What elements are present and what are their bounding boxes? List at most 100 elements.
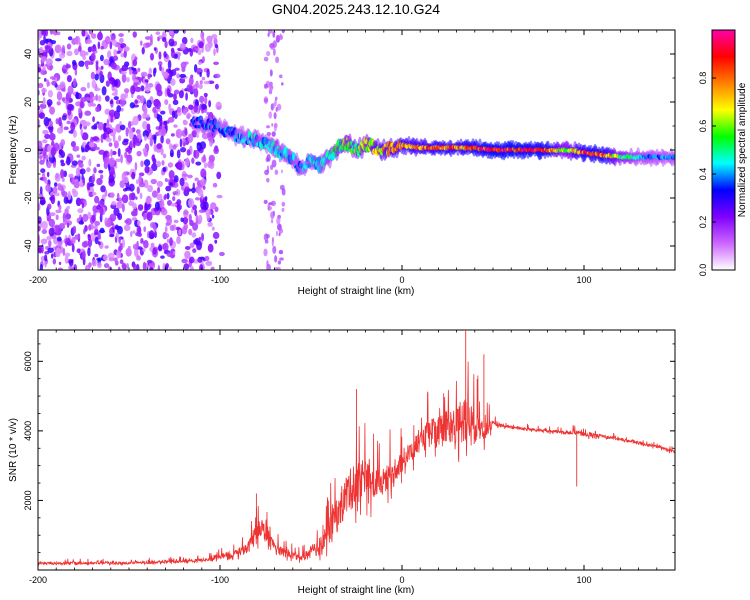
spectrogram-noise-blob [113,96,119,101]
spectrogram-noise-blob [190,74,194,79]
spectrogram-noise-blob [84,264,91,270]
snr-y-ticks: 2000 4000 6000 [23,343,675,571]
spectrogram-noise-blob [78,220,85,225]
spectrogram-noise-blob [131,210,138,217]
spectrogram-noise-blob [273,267,279,270]
spectrogram-noise-blob [45,38,52,43]
spectrogram-noise-blob [157,61,163,66]
spectrogram-noise-blob [267,133,270,138]
spectrogram-noise-blob [211,226,215,231]
spectrogram-noise-blob [156,193,163,201]
spectrogram-noise-blob [192,248,197,253]
spectrogram-noise-blob [157,264,161,270]
spectrogram-noise-blob [219,251,225,257]
spectrogram-noise-blob [68,173,74,178]
spectrogram-noise-blob [121,194,129,204]
spectrogram-noise-blob [166,192,170,200]
spectrogram-noise-blob [193,104,199,113]
spectrogram-noise-blob [169,149,174,158]
spectrogram-noise-blob [46,217,51,222]
spectrogram-noise-blob [48,218,56,228]
spectrogram-noise-blob [117,266,121,270]
spectrogram-noise-blob [134,87,142,93]
spectrogram-noise-blob [105,95,110,102]
spectrogram-noise-blob [151,163,158,172]
snr-panel: -200 -100 0 100 2000 4000 6000 Height of stra… [8,329,676,596]
spectrogram-noise-blob [97,41,101,50]
spectrogram-noise-blob [85,51,89,56]
spectrogram-noise-blob [50,194,56,205]
spectrogram-noise-blob [52,30,58,36]
colorbar-tick-label: 0.2 [698,216,708,229]
spectrogram-noise-blob [182,173,189,177]
spectrogram-noise-blob [90,71,96,80]
spectrogram-noise-blob [132,137,140,144]
spectrogram-noise-blob [132,230,136,234]
spectrogram-noise-blob [56,127,64,134]
spectrogram-noise-blob [132,59,138,67]
spectrogram-noise-blob [54,224,60,229]
colorbar-tick-label: 0.6 [698,120,708,133]
spectrogram-noise-blob [80,87,87,92]
spectrogram-noise-blob [279,34,284,41]
spectrogram-noise-blob [208,154,216,163]
spectrogram-noise-blob [46,79,50,88]
spectrogram-noise-blob [113,140,119,149]
spectrogram-noise-blob [135,231,142,237]
spectrogram-noise-blob [263,83,268,89]
spectrogram-noise-blob [136,186,140,195]
spectrogram-noise-blob [42,65,46,72]
spectrogram-noise-blob [279,257,284,261]
spectrogram-noise-blob [195,161,202,166]
spectrogram-noise-blob [145,195,152,205]
spectrogram-noise-blob [68,259,74,267]
spectrogram-noise-blob [160,255,165,259]
spectrogram-noise-blob [199,264,204,270]
spectrogram-noise-blob [49,30,54,35]
spectrogram-noise-blob [214,83,219,90]
spectrogram-noise-blob [151,154,155,162]
spectrogram-noise-blob [194,177,199,182]
spectrogram-noise-blob [49,132,56,141]
spectrogram-noise-blob [266,125,270,129]
spectrogram-noise-blob [159,117,163,127]
spectrogram-x-axis-label: Height of straight line (km) [298,286,415,297]
spectrogram-noise-blob [199,80,203,85]
spectrogram-noise-blob [185,140,189,146]
spectrogram-noise-blob [66,50,73,57]
spectrogram-noise-blob [117,212,123,221]
spectrogram-noise-blob [140,85,145,92]
spectrogram-noise-blob [200,178,207,186]
spectrogram-noise-blob [65,64,71,69]
spectrogram-noise-blob [40,199,46,205]
spectrogram-noise-blob [157,37,160,42]
spectrogram-noise-blob [272,40,277,48]
snr-y-axis-label: SNR (10 * v/v) [8,418,19,482]
spectrogram-noise-blob [187,133,194,143]
spectrogram-noise-blob [202,201,209,211]
spectrogram-noise-blob [48,227,55,237]
spectrogram-noise-blob [171,110,176,119]
spectrogram-noise-blob [55,58,62,62]
spectrogram-noise-blob [72,78,77,88]
spectrogram-noise-blob [149,266,154,270]
spectrogram-noise-blob [66,205,71,210]
spectrogram-noise-blob [181,258,188,264]
spectrogram-noise-blob [65,213,72,220]
spectrogram-noise-blob [94,236,99,245]
colorbar-tick-label: 0.4 [698,168,708,181]
spectrogram-noise-blob [132,243,139,250]
spectrogram-noise-blob [199,95,205,104]
spectrogram-noise-blob [173,89,180,95]
spectrogram-noise-blob [110,62,117,70]
spectrogram-noise-blob [39,39,46,46]
spectrogram-noise-blob [93,225,98,230]
spectrogram-noise-blob [58,204,62,211]
spectrogram-noise-blob [114,225,121,231]
spectrogram-noise-blob [205,260,213,266]
spectrogram-noise-blob [109,234,115,238]
spectrogram-noise-blob [181,36,188,45]
spectrogram-noise-blob [152,106,157,114]
spectrogram-noise-blob [147,184,154,193]
spectrogram-noise-blob [153,134,157,145]
